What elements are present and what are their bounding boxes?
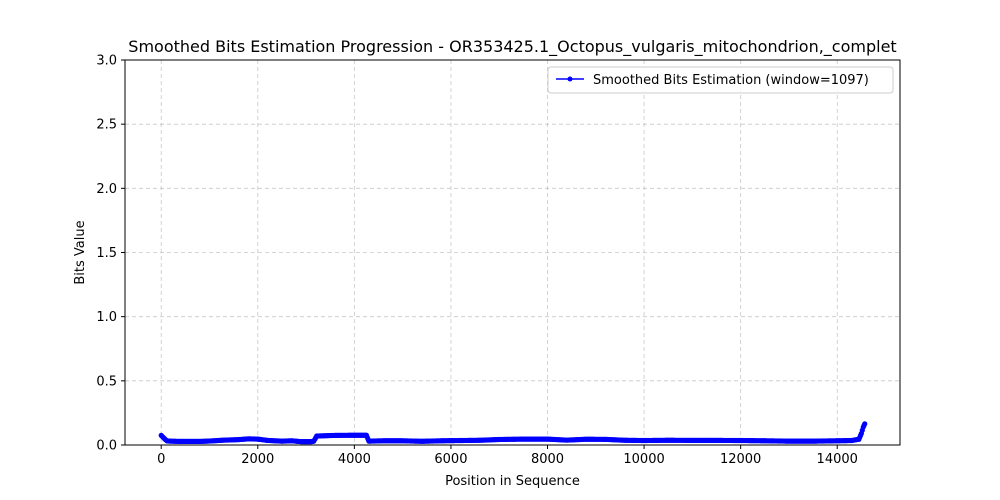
y-tick-label: 1.5 [96, 246, 117, 261]
legend-marker-swatch [567, 76, 573, 82]
y-tick-label: 2.5 [96, 118, 117, 133]
axis-ticks: 0 2000 4000 6000 8000 10000 12000 14000 0.0 0.5 1.… [96, 54, 858, 468]
grid [125, 59, 900, 446]
x-tick-label: 10000 [623, 452, 664, 467]
x-tick-label: 14000 [817, 452, 858, 467]
y-axis-title: Bits Value [73, 220, 88, 284]
y-tick-label: 1.0 [96, 310, 117, 325]
y-tick-label: 0.0 [96, 439, 117, 454]
x-tick-label: 6000 [434, 452, 467, 467]
x-tick-label: 8000 [531, 452, 564, 467]
series-markers [158, 421, 868, 445]
legend-box [547, 66, 894, 94]
series-layer [158, 421, 868, 445]
x-tick-label: 12000 [720, 452, 761, 467]
legend: Smoothed Bits Estimation (window=1097) [547, 66, 894, 94]
x-tick-label: 4000 [338, 452, 371, 467]
x-axis-title: Position in Sequence [445, 474, 580, 489]
data-point [862, 421, 868, 427]
legend-label: Smoothed Bits Estimation (window=1097) [593, 73, 869, 88]
x-tick-label: 0 [157, 452, 165, 467]
x-tick-label: 2000 [241, 452, 274, 467]
y-tick-label: 3.0 [96, 54, 117, 69]
chart-title: Smoothed Bits Estimation Progression - O… [128, 37, 896, 57]
y-tick-label: 2.0 [96, 182, 117, 197]
y-tick-label: 0.5 [96, 374, 117, 389]
